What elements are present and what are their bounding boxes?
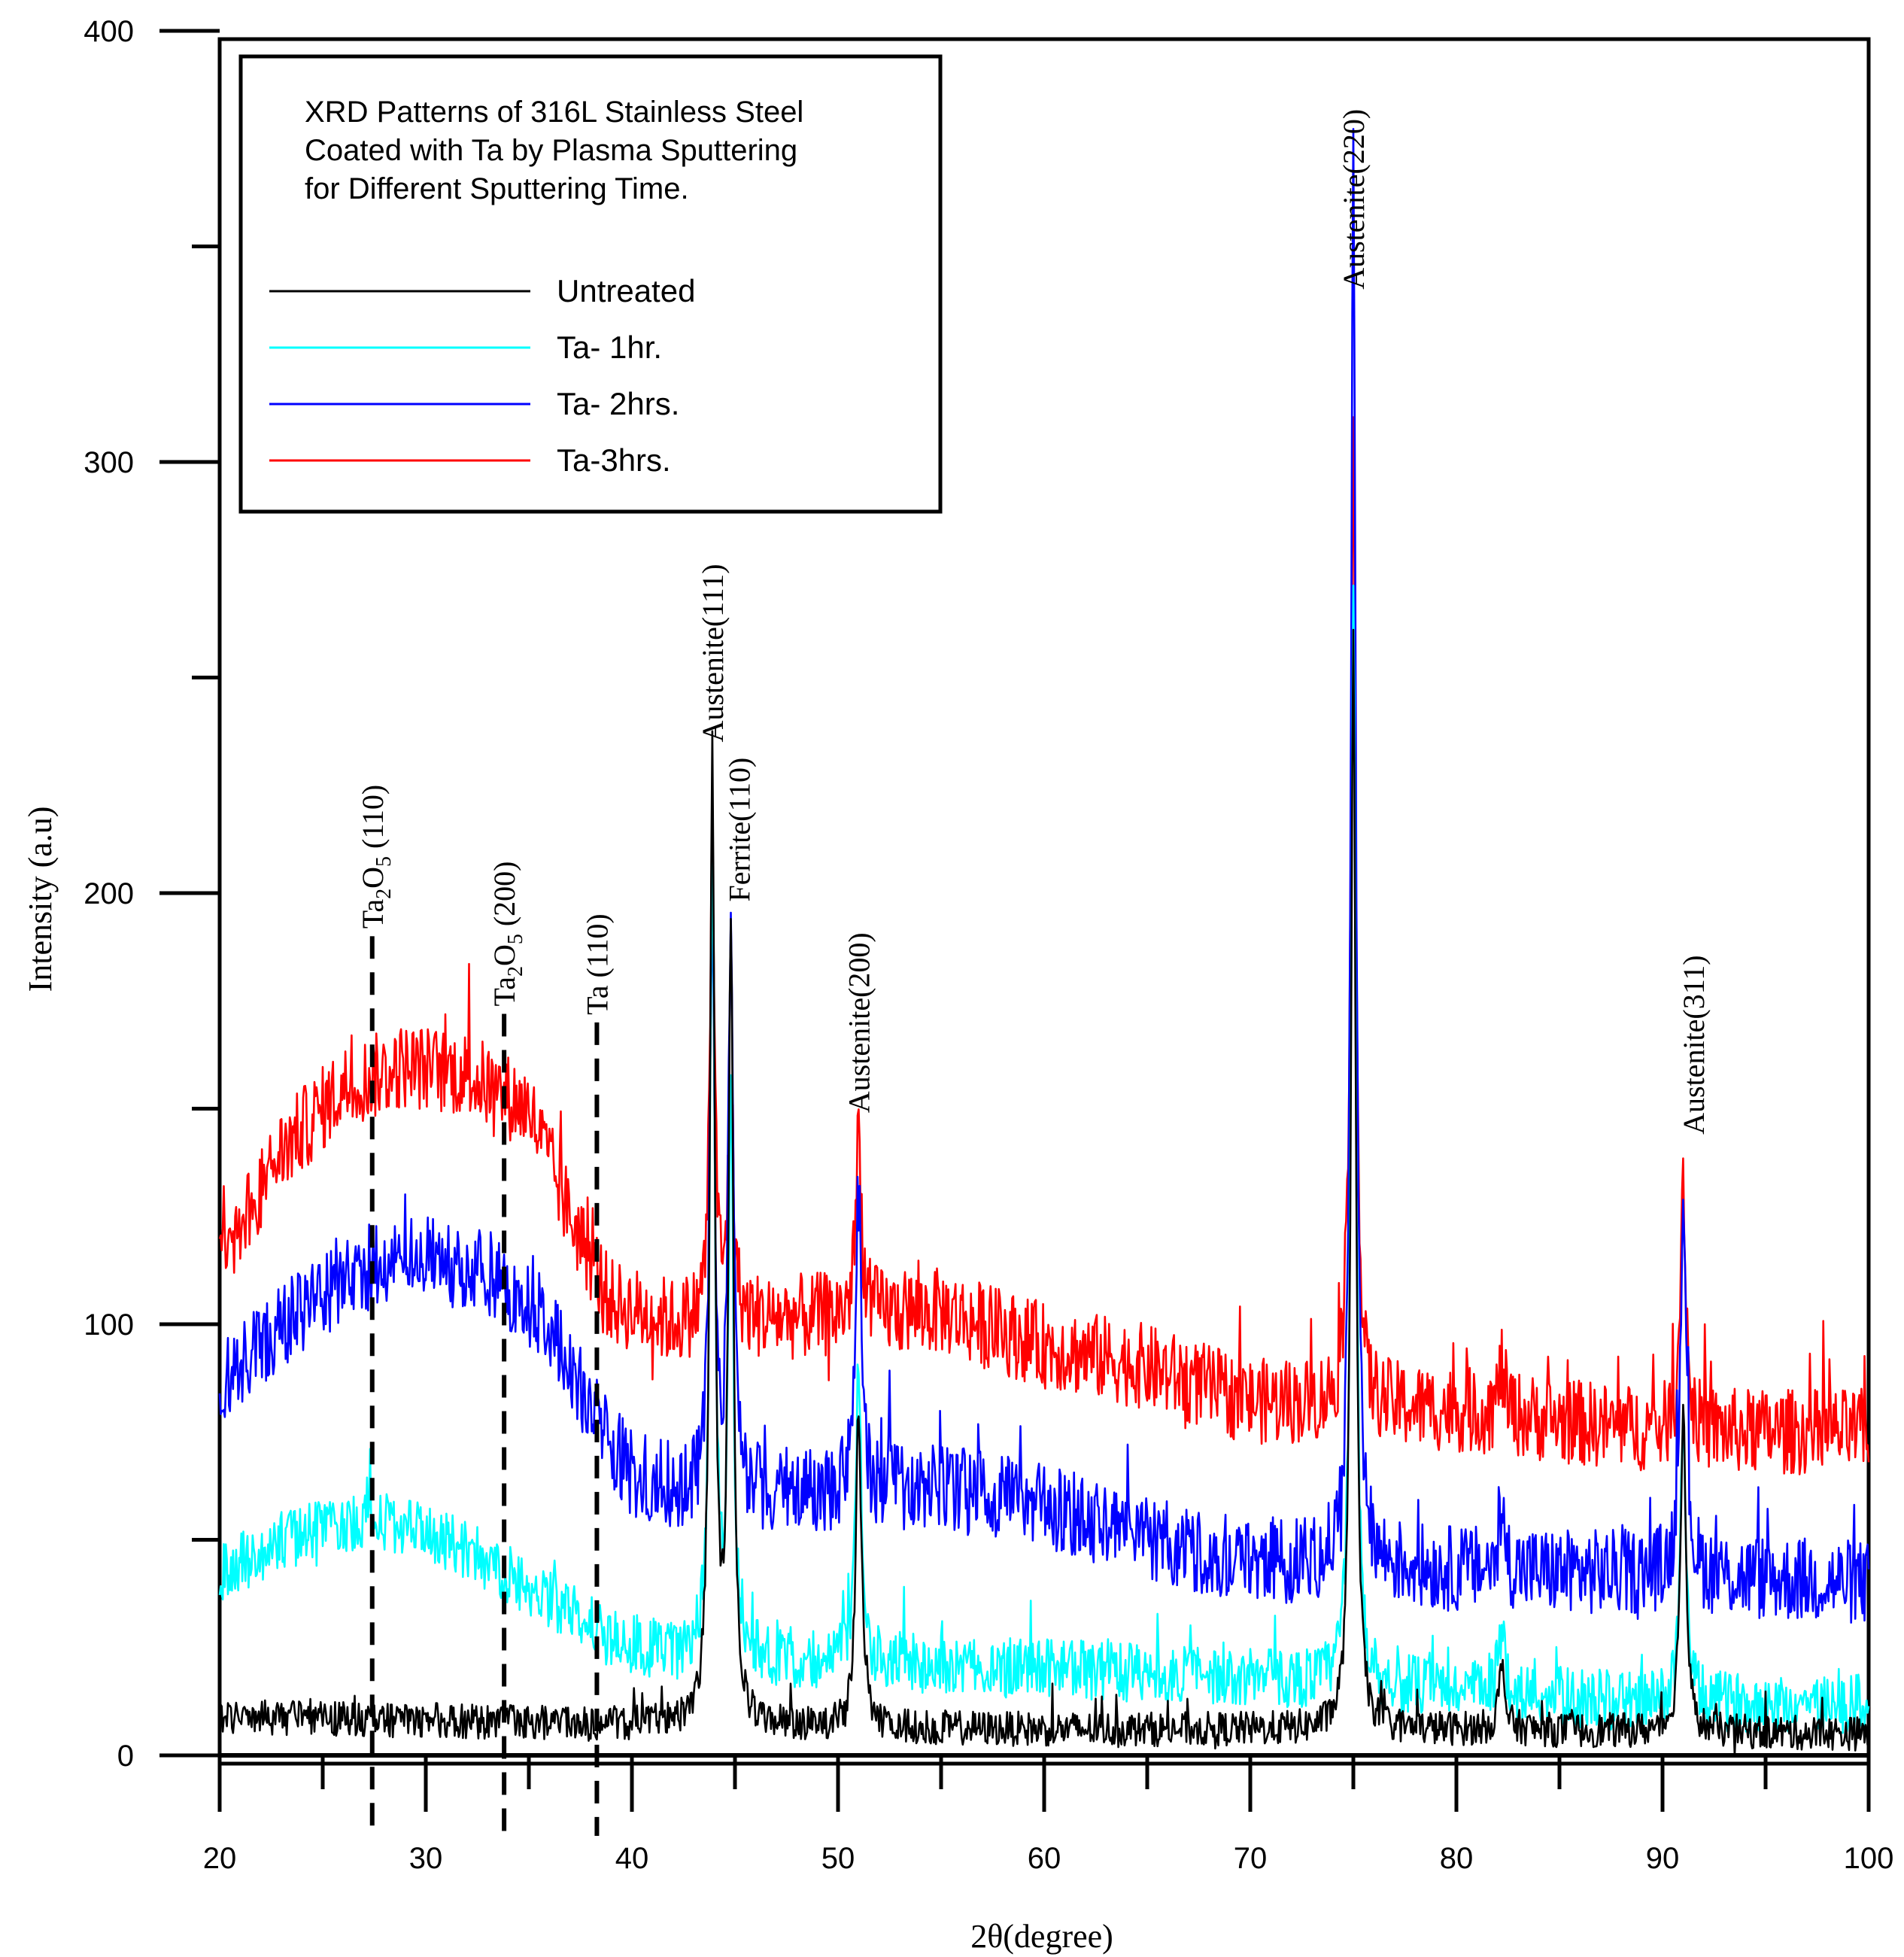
series-line-0 <box>219 628 1869 1757</box>
x-tick-label: 20 <box>203 1842 237 1875</box>
legend-title-line-2: Coated with Ta by Plasma Sputtering <box>305 134 797 167</box>
y-tick-label: 400 <box>84 15 134 48</box>
legend-label: Ta-3hrs. <box>557 442 671 478</box>
legend-box <box>238 54 943 514</box>
peak-annotations: Austenite(111) Ferrite(110) Austenite(200)… <box>696 109 1711 1135</box>
legend-label: Ta- 2hrs. <box>557 386 679 421</box>
peak-annotation: Ferrite(110) <box>722 758 756 902</box>
y-axis-title: Intensity (a.u) <box>22 807 59 992</box>
legend-label: Untreated <box>557 273 695 308</box>
x-tick-label: 100 <box>1844 1842 1894 1875</box>
y-tick-label: 300 <box>84 446 134 479</box>
legend-label: Ta- 1hr. <box>557 330 662 365</box>
x-tick-label: 70 <box>1234 1842 1268 1875</box>
series-line-1 <box>218 584 1870 1734</box>
legend-title-line-1: XRD Patterns of 316L Stainless Steel <box>305 96 803 129</box>
peak-annotation: Austenite(311) <box>1677 955 1711 1134</box>
reference-label: Ta2O5 (200) <box>487 862 527 1007</box>
peak-annotation: Austenite(200) <box>842 932 876 1113</box>
x-tick-label: 90 <box>1646 1842 1680 1875</box>
x-tick-label: 40 <box>615 1842 649 1875</box>
series-layer <box>218 128 1870 1757</box>
y-tick-label: 100 <box>84 1308 134 1342</box>
legend-entries: Untreated Ta- 1hr. Ta- 2hrs. Ta-3hrs. <box>269 273 695 478</box>
series-line-3 <box>218 416 1870 1475</box>
peak-annotation: Austenite(220) <box>1337 109 1371 290</box>
y-axis: 0 100 200 300 400 <box>84 15 220 1773</box>
x-tick-label: 80 <box>1440 1842 1474 1875</box>
x-tick-label: 50 <box>821 1842 855 1875</box>
legend-title-line-3: for Different Sputtering Time. <box>305 172 689 205</box>
reference-label: Ta2O5 (110) <box>356 785 396 928</box>
reference-lines: Ta2O5 (110) Ta2O5 (200) Ta (110) <box>356 785 614 1836</box>
x-axis-title: 2θ(degree) <box>970 1918 1113 1955</box>
x-axis: 20 30 40 50 60 70 80 90 100 <box>203 1753 1894 1875</box>
y-tick-label: 0 <box>117 1740 134 1773</box>
x-tick-label: 60 <box>1028 1842 1061 1875</box>
series-line-2 <box>218 128 1870 1624</box>
legend: XRD Patterns of 316L Stainless Steel Coa… <box>238 54 943 514</box>
peak-annotation: Austenite(111) <box>696 564 730 742</box>
reference-label: Ta (110) <box>580 913 614 1015</box>
y-tick-label: 200 <box>84 877 134 910</box>
x-tick-label: 30 <box>409 1842 443 1875</box>
